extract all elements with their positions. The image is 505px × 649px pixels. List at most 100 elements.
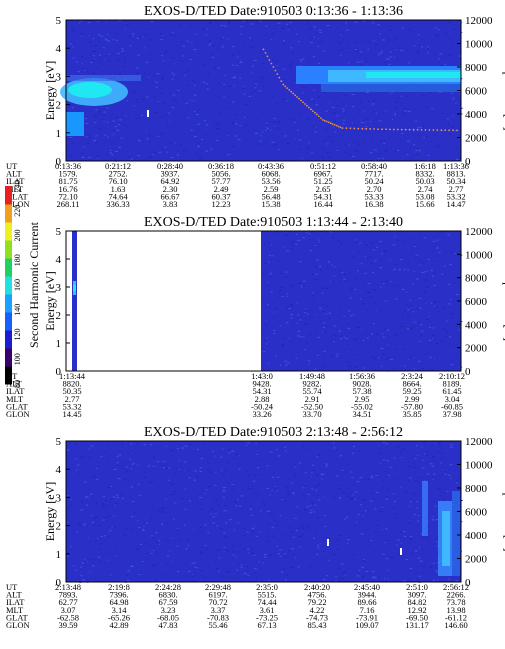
orbit-cell: 1:56:36 [349, 371, 375, 381]
temperature-point [282, 83, 285, 86]
temperature-point [317, 115, 320, 118]
colorbar: 80 100 120 140 160 180 200 220 240 Second Harmoni… [5, 180, 41, 388]
temperature-point [424, 129, 427, 131]
y2-tick-label: 10000 [465, 460, 493, 472]
orbit-row-label: GLAT [6, 401, 29, 411]
orbit-cell: 4756. [307, 590, 326, 600]
colorbar-swatch [5, 294, 12, 313]
temperature-point [284, 85, 287, 88]
temperature-point [381, 128, 383, 131]
orbit-cell: 1:13:36 [443, 161, 469, 171]
temperature-point [278, 76, 281, 79]
orbit-info-table: UTALTILATMLTGLATGLON0:13:361579.81.7516.… [6, 161, 469, 209]
orbit-cell: 79.22 [307, 597, 326, 607]
orbit-cell: 14.47 [446, 199, 465, 209]
orbit-cell: 2.65 [316, 184, 331, 194]
orbit-cell: 2:13:48 [55, 582, 81, 592]
orbit-cell: 16.76 [58, 184, 77, 194]
orbit-cell: 60.37 [211, 191, 230, 201]
y2-tick-label: 8000 [465, 62, 488, 74]
orbit-cell: 2266. [446, 590, 465, 600]
orbit-cell: 37.98 [442, 409, 461, 419]
panel-1: EXOS-D/TED Date:910503 0:13:36 - 1:13:36… [6, 4, 505, 209]
orbit-cell: 5056. [211, 169, 230, 179]
temperature-point [308, 106, 310, 109]
temperature-point [300, 99, 302, 102]
orbit-cell: -62.58 [57, 612, 79, 622]
y-tick-label: 1 [56, 338, 62, 350]
orbit-cell: 12.23 [211, 199, 230, 209]
orbit-cell: 55.46 [208, 620, 227, 630]
orbit-cell: 12.92 [407, 605, 426, 615]
orbit-cell: 1.63 [111, 184, 126, 194]
orbit-cell: 64.92 [160, 176, 179, 186]
temperature-point [298, 97, 300, 100]
orbit-cell: 84.82 [407, 597, 426, 607]
orbit-cell: 74.44 [257, 597, 277, 607]
orbit-cell: 2:10:12 [439, 371, 465, 381]
orbit-row-label: UT [6, 582, 18, 592]
temperature-point [440, 129, 443, 132]
orbit-cell: 2:3:24 [401, 371, 423, 381]
temperature-point [432, 129, 435, 131]
orbit-row-label: MLT [6, 184, 24, 194]
temperature-point [306, 104, 308, 107]
temperature-point [345, 127, 348, 130]
orbit-cell: 59.25 [402, 386, 421, 396]
orbit-row-label: GLAT [6, 612, 29, 622]
y2-tick-label: 2000 [465, 133, 488, 145]
orbit-cell: 3937. [160, 169, 179, 179]
orbit-cell: 0:28:40 [157, 161, 183, 171]
y-tick-label: 5 [56, 436, 62, 448]
y-tick-label: 2 [56, 521, 62, 533]
orbit-cell: 268.11 [56, 199, 79, 209]
panel-title: EXOS-D/TED Date:910503 2:13:48 - 2:56:12 [144, 425, 403, 440]
y2-tick-label: 6000 [465, 86, 488, 98]
y-tick-label: 0 [56, 366, 62, 378]
colorbar-swatch [5, 348, 12, 367]
orbit-cell: 85.43 [307, 620, 326, 630]
temperature-point [349, 127, 352, 130]
orbit-cell: -73.91 [356, 612, 378, 622]
temperature-point [314, 111, 316, 114]
temperature-point [335, 124, 338, 127]
orbit-row-label: MLT [6, 605, 24, 615]
y2-tick-label: 6000 [465, 296, 488, 308]
orbit-cell: 7396. [109, 590, 128, 600]
temperature-point [310, 108, 312, 111]
temperature-point [325, 120, 328, 123]
orbit-cell: -61.12 [445, 612, 467, 622]
orbit-cell: 3.37 [211, 605, 226, 615]
y2-tick-label: 12000 [465, 15, 493, 27]
temperature-point [408, 128, 411, 131]
orbit-cell: 0:43:36 [258, 161, 284, 171]
orbit-cell: 2:56:12 [443, 582, 469, 592]
orbit-cell: 66.67 [160, 191, 179, 201]
temperature-trace [262, 48, 458, 132]
y-axis-label: Energy [eV] [43, 482, 57, 541]
temperature-point [333, 123, 336, 126]
orbit-cell: 47.83 [158, 620, 177, 630]
orbit-cell: 53.32 [446, 191, 465, 201]
ion-band-features [60, 66, 461, 136]
temperature-point [393, 128, 395, 131]
orbit-cell: 0:51:12 [310, 161, 336, 171]
orbit-cell: 3.23 [161, 605, 176, 615]
temperature-point [337, 125, 340, 128]
orbit-cell: 53.56 [261, 176, 280, 186]
orbit-cell: 81.75 [58, 176, 77, 186]
orbit-row-label: GLON [6, 620, 30, 630]
orbit-cell: -52.50 [301, 401, 323, 411]
temperature-point [412, 128, 415, 131]
y2-axis-label: Temperature [K] [502, 261, 505, 341]
orbit-cell: 16.38 [364, 199, 383, 209]
temperature-point [329, 122, 332, 125]
orbit-cell: 50.03 [415, 176, 434, 186]
temperature-point [288, 89, 291, 91]
temperature-point [290, 90, 293, 93]
orbit-row-label: ALT [6, 169, 23, 179]
orbit-cell: 54.31 [252, 386, 271, 396]
orbit-cell: 8664. [402, 379, 421, 389]
orbit-cell: 15.66 [415, 199, 434, 209]
